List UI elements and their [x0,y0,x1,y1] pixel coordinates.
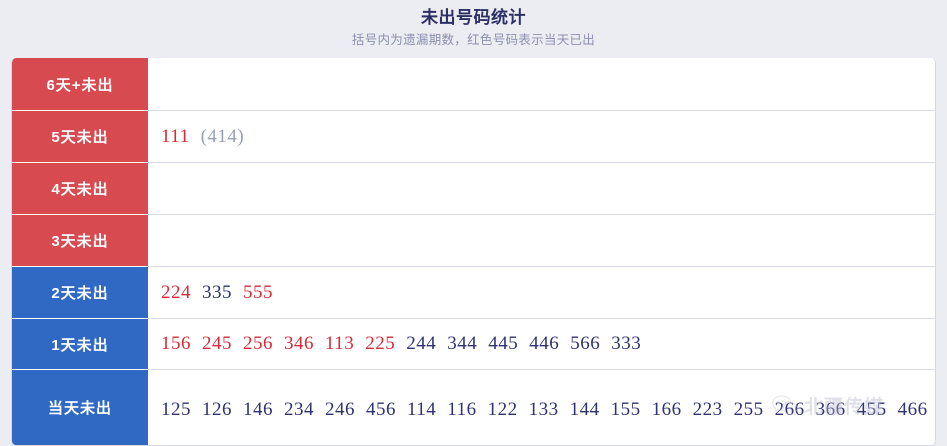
lottery-number[interactable]: 234 [284,398,314,420]
row-label: 4天未出 [12,162,148,215]
lottery-number[interactable]: 255 [733,398,764,420]
lottery-number[interactable]: 244 [406,333,437,354]
table-row: 4天未出 [12,162,935,215]
lottery-number[interactable]: 566 [570,333,601,354]
lottery-number[interactable]: 225 [365,333,396,354]
row-numbers: 156 245 256 346 113 225 244 344 445 446 566 333 [148,318,935,370]
lottery-number[interactable]: 266 [774,398,805,420]
miss-count: (414) [200,125,245,147]
row-label: 1天未出 [12,318,148,370]
stats-table-body: 6天+未出 5天未出 111 (414) 4天未出 3天未出 2天未出 224 335 555 1天… [12,58,935,445]
lottery-number[interactable]: 245 [202,333,232,354]
lottery-number[interactable]: 113 [325,333,355,354]
lottery-number[interactable]: 155 [610,398,641,420]
row-label: 2天未出 [12,266,148,319]
row-label: 当天未出 [12,369,148,445]
lottery-number[interactable]: 456 [366,398,396,420]
lottery-number[interactable]: 466 [897,398,928,420]
row-label: 5天未出 [12,110,148,163]
table-row: 2天未出 224 335 555 [12,266,935,319]
page-title: 未出号码统计 [421,8,526,27]
lottery-number[interactable]: 224 [161,281,191,303]
lottery-number[interactable]: 445 [488,333,519,354]
lottery-number[interactable]: 122 [487,398,518,420]
table-row: 当天未出 125 126 146 234 246 456 114 116 122 133 144 155… [12,369,935,445]
table-row: 5天未出 111 (414) [12,110,935,163]
stats-table: 6天+未出 5天未出 111 (414) 4天未出 3天未出 2天未出 224 335 555 1天… [12,58,935,445]
row-numbers [148,214,935,267]
row-label: 6天+未出 [12,58,148,111]
lottery-number[interactable]: 346 [284,333,314,354]
lottery-number[interactable]: 166 [651,398,682,420]
lottery-number[interactable]: 223 [692,398,723,420]
page-header: 未出号码统计 括号内为遗漏期数，红色号码表示当天已出 [0,0,947,49]
row-numbers: 125 126 146 234 246 456 114 116 122 133 144 155 166 2… [148,369,935,445]
row-numbers [148,162,935,215]
lottery-number[interactable]: 455 [856,398,887,420]
lottery-number[interactable]: 133 [528,398,559,420]
lottery-number[interactable]: 146 [243,398,273,420]
lottery-number[interactable]: 335 [202,281,232,303]
lottery-number[interactable]: 366 [815,398,846,420]
row-numbers: 224 335 555 [148,266,935,319]
lottery-number[interactable]: 555 [243,281,273,303]
lottery-number[interactable]: 114 [407,398,437,420]
stats-table-container: 6天+未出 5天未出 111 (414) 4天未出 3天未出 2天未出 224 335 555 1天… [11,58,936,446]
lottery-number[interactable]: 125 [161,398,191,420]
lottery-number[interactable]: 144 [569,398,600,420]
lottery-number[interactable]: 256 [243,333,273,354]
lottery-number[interactable]: 116 [447,398,477,420]
page-subtitle: 括号内为遗漏期数，红色号码表示当天已出 [351,33,596,47]
row-label: 3天未出 [12,214,148,267]
lottery-number[interactable]: 344 [447,333,478,354]
lottery-number[interactable]: 126 [202,398,232,420]
row-numbers [148,58,935,111]
lottery-number[interactable]: 446 [529,333,560,354]
lottery-number[interactable]: 111 [161,125,190,147]
row-numbers: 111 (414) [148,110,935,163]
lottery-number[interactable]: 333 [611,333,642,354]
lottery-number[interactable]: 246 [325,398,355,420]
table-row: 3天未出 [12,214,935,267]
table-row: 6天+未出 [12,58,935,111]
table-row: 1天未出 156 245 256 346 113 225 244 344 445 446 566 333 [12,318,935,370]
lottery-number[interactable]: 156 [161,333,191,354]
